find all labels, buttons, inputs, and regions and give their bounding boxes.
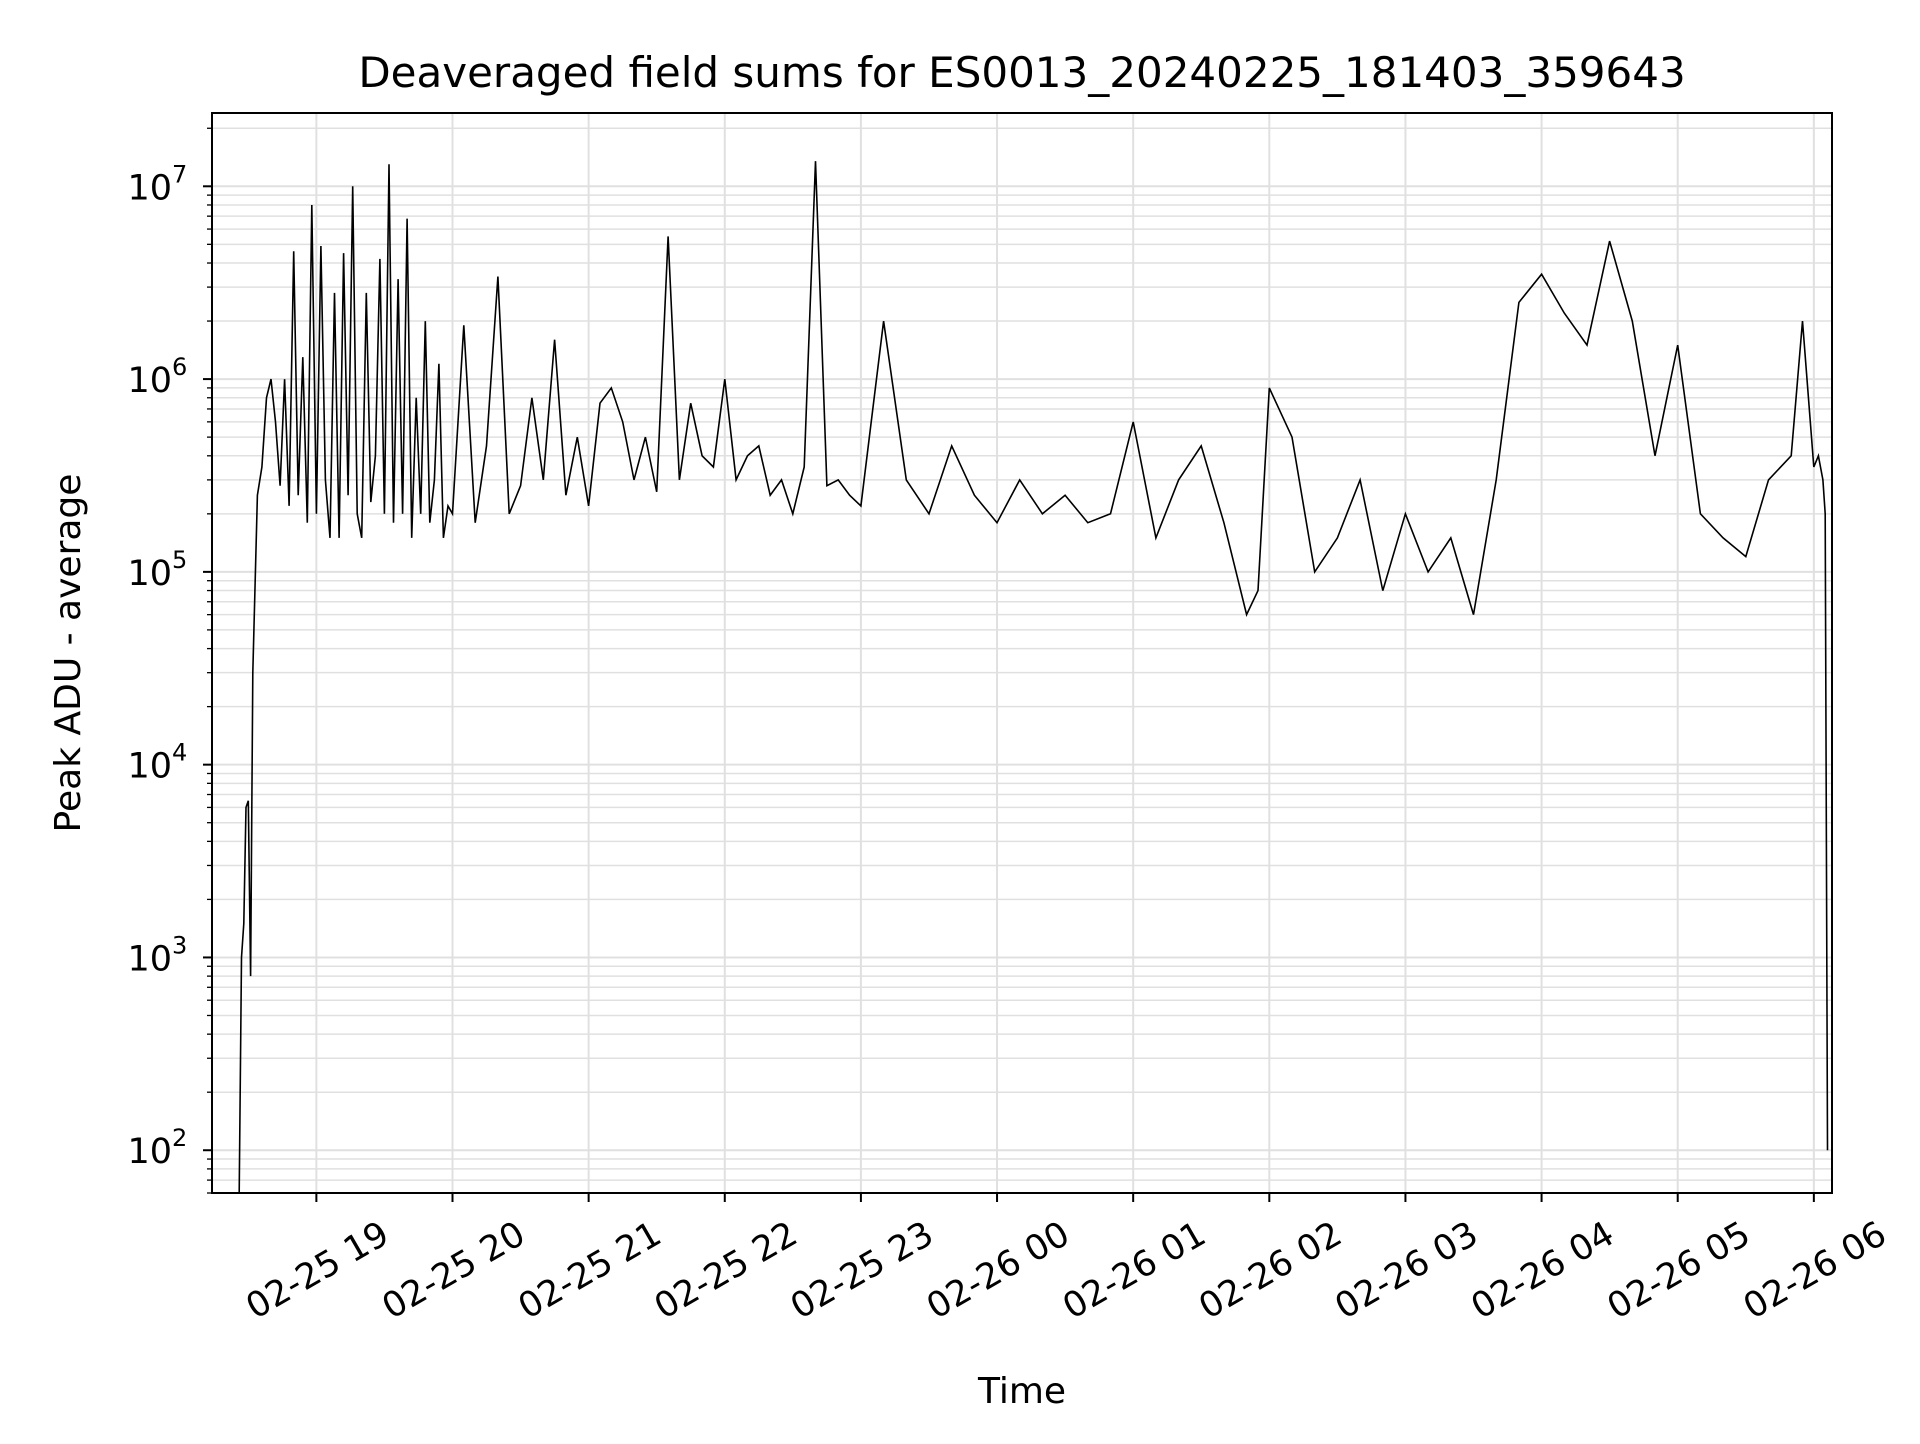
- plot-frame: [211, 112, 1833, 1194]
- y-tick-label: 10: [127, 939, 172, 979]
- series-layer: [238, 161, 1829, 1194]
- y-tick-label-exponent: 7: [172, 160, 187, 188]
- y-tick-label: 10: [127, 361, 172, 401]
- y-tick-label: 10: [127, 1132, 172, 1172]
- y-axis-label: Peak ADU - average: [48, 474, 89, 833]
- series-line: [238, 161, 1829, 1194]
- y-tick-label: 10: [127, 168, 172, 208]
- y-tick-label: 10: [127, 554, 172, 594]
- y-tick-label-exponent: 5: [172, 546, 187, 574]
- y-tick-label: 10: [127, 747, 172, 787]
- y-tick-label-exponent: 4: [172, 739, 187, 767]
- y-tick-label-exponent: 6: [172, 353, 187, 381]
- chart-title: Deaveraged field sums for ES0013_2024022…: [358, 48, 1685, 97]
- x-axis-label: Time: [977, 1371, 1066, 1412]
- grid-layer: [212, 113, 1832, 1194]
- y-tick-label-exponent: 2: [172, 1124, 187, 1152]
- y-tick-label-exponent: 3: [172, 931, 187, 959]
